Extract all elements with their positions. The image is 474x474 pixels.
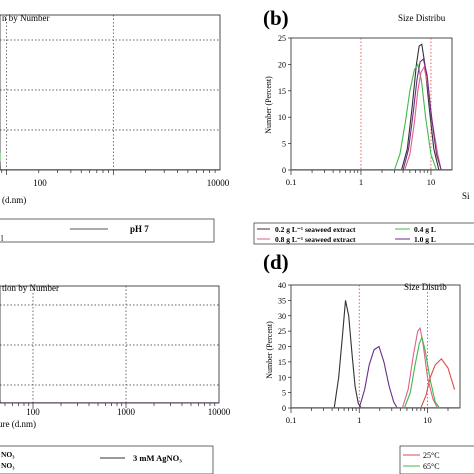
panel-d-series-5: [420, 357, 456, 409]
panel-c-xtick-label: 1000: [117, 407, 136, 417]
panel-b-legend: [253, 222, 474, 245]
panel-a-xtick-100: 100: [33, 178, 47, 188]
panel-b-legend-3: 0.8 g L⁻¹ seaweed extract: [275, 235, 356, 244]
panel-a-title: n by Number: [2, 13, 50, 23]
panel-b-label: (b): [263, 6, 289, 30]
panel-b-ytick-label: 20: [278, 60, 286, 69]
panel-d-legend-25c: 25°C: [423, 451, 440, 460]
panel-b-series-2: [393, 62, 438, 171]
panel-d-ytick-label: 25: [278, 327, 286, 336]
panel-c-plot: 10100100010000: [0, 285, 231, 417]
panel-b-ytick-label: 0: [282, 166, 286, 175]
panel-d-series-2: [358, 345, 398, 409]
panel-d-ytick-label: 5: [282, 389, 286, 398]
panel-a-legend: [0, 218, 215, 243]
panel-a-legend-partial: l: [1, 234, 4, 243]
panel-b-ytick-label: 15: [278, 87, 286, 96]
panel-b-xtick-label: 1: [359, 177, 363, 187]
panel-a-xtick-10000: 10000: [207, 178, 230, 188]
panel-d-title: Size Distrib: [404, 282, 447, 292]
panel-a: n by Number 100 10000 (d.nm) pH 7 l: [0, 13, 230, 243]
panel-a-plot: [0, 14, 221, 175]
panel-a-legend-ph7: pH 7: [130, 224, 149, 234]
panel-d-series-3: [401, 326, 438, 409]
panel-d-ytick-label: 35: [278, 296, 286, 305]
panel-b-ytick-label: 25: [278, 34, 286, 43]
panel-b-legend-4: 1.0 g L: [414, 235, 436, 244]
panel-b-xtick-label: 10: [427, 177, 436, 187]
panel-a-xlabel: (d.nm): [2, 195, 26, 205]
panel-c: tion by Number 10100100010000 ure (d.nm)…: [0, 283, 231, 474]
panel-d-ytick-label: 15: [278, 358, 286, 367]
panel-c-legend: [0, 445, 214, 474]
panel-d-ytick-label: 40: [278, 281, 286, 290]
panel-c-legend-partial-1: NO₃: [1, 450, 15, 459]
panel-d-series-1: [333, 300, 362, 409]
panel-b-plot: 0 5 10 15 20 25 0.1 1 10: [278, 34, 453, 187]
panel-d-xtick-label: 1: [357, 415, 361, 425]
panel-d-xtick-label: 10: [423, 415, 432, 425]
panel-d-ytick-label: 20: [278, 343, 286, 352]
panel-c-title: tion by Number: [2, 283, 59, 293]
panel-c-xlabel: ure (d.nm): [0, 419, 36, 429]
panel-c-xtick-label: 10000: [208, 407, 231, 417]
panel-a-frame: [0, 14, 221, 171]
panel-b-series-4: [402, 58, 442, 171]
panel-b-xlabel: Si: [462, 191, 470, 201]
panel-b-frame: [290, 37, 453, 171]
panel-b-ytick-label: 10: [278, 113, 286, 122]
panel-c-legend-partial-2: NO₃: [1, 461, 15, 470]
panel-b-title: Size Distribu: [398, 13, 446, 23]
panel-d-legend-65c: 65°C: [423, 462, 440, 471]
panel-d-xtick-label: 0.1: [286, 415, 297, 425]
panel-b-legend-2: 0.4 g L: [414, 225, 436, 234]
panel-d-series-4: [403, 335, 440, 409]
panel-d-legend: [399, 445, 474, 474]
panel-c-xtick-label: 100: [26, 407, 40, 417]
panel-b-legend-1: 0.2 g L⁻¹ seaweed extract: [275, 225, 356, 234]
panel-b-series-3: [404, 65, 442, 171]
panel-d-ytick-label: 10: [278, 373, 286, 382]
panel-b-ytick-label: 5: [282, 140, 286, 149]
panel-d-plot: 0 5 10 15 20 25 30 35 40 0.1 1 10: [278, 281, 461, 425]
panel-c-legend-3mm: 3 mM AgNO₃: [133, 453, 182, 463]
panel-d-ytick-label: 30: [278, 312, 286, 321]
panel-b-ylabel: Number (Percent): [264, 76, 273, 134]
panel-b: (b) Size Distribu 0 5 10 15 20 25 0.1 1 10 Numbe…: [253, 6, 474, 245]
panel-b-xtick-label: 0.1: [286, 177, 297, 187]
panel-b-series-1: [400, 43, 440, 171]
panel-d-frame: [290, 284, 461, 409]
panel-d-label: (d): [263, 250, 289, 274]
panel-d-ylabel: Number (Percent): [265, 321, 274, 379]
panel-c-frame: [0, 285, 220, 404]
panel-d-ytick-label: 0: [282, 404, 286, 413]
